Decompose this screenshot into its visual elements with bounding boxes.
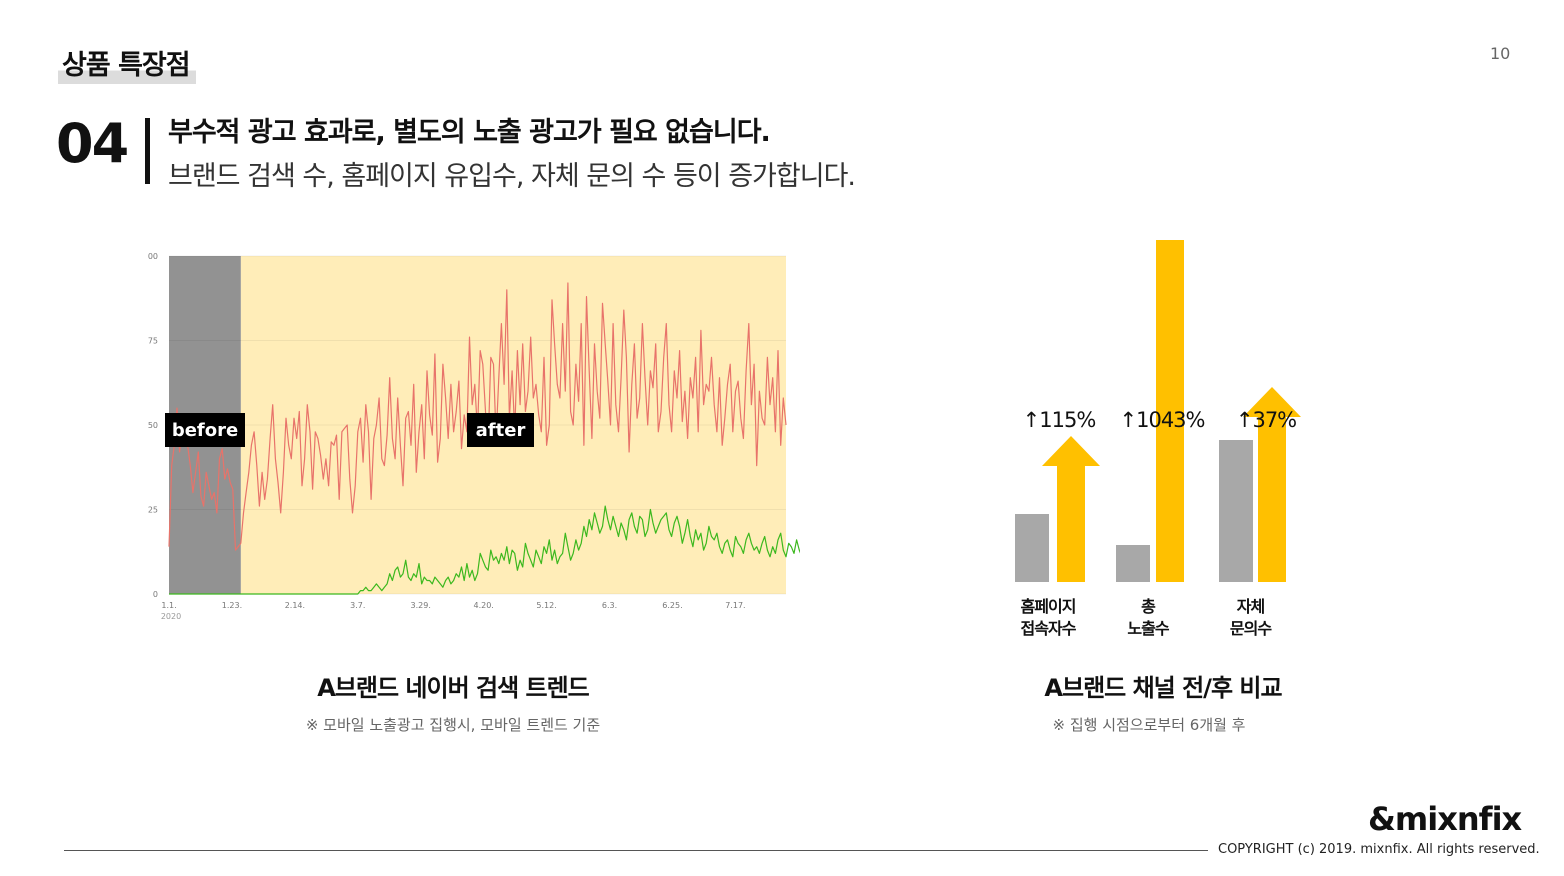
section-tag: 상품 특장점 — [58, 48, 196, 84]
trend-chart-note: ※ 모바일 노출광고 집행시, 모바일 트렌드 기준 — [305, 716, 601, 734]
after-arrow-bar — [1156, 240, 1184, 582]
page-number: 10 — [1490, 44, 1511, 63]
y-tick-label: 25 — [148, 506, 158, 515]
x-tick-label: 7.17. — [725, 601, 745, 610]
copyright-text: COPYRIGHT (c) 2019. mixnfix. All rights … — [1218, 842, 1540, 857]
x-tick-label: 5.12. — [536, 601, 556, 610]
compare-chart-note: ※ 집행 시점으로부터 6개월 후 — [1052, 716, 1246, 734]
x-tick-label: 1.23. — [222, 601, 242, 610]
before-bar — [1015, 514, 1049, 582]
x-tick-label: 1.1. — [161, 601, 176, 610]
compare-chart-title: A브랜드 채널 전/후 비교 — [1044, 674, 1282, 702]
point-number: 04 — [56, 112, 129, 175]
x-tick-label: 3.7. — [350, 601, 365, 610]
growth-label: ↑1043% — [1120, 408, 1205, 432]
mixnfix-logo: &mixnfix — [1368, 800, 1522, 838]
x-tick-label: 2.14. — [285, 601, 305, 610]
y-tick-label: 00 — [148, 252, 158, 261]
footer-divider — [64, 850, 1208, 851]
before-label: before — [172, 420, 238, 441]
after-arrow-bar — [1243, 387, 1301, 582]
growth-label: ↑115% — [1023, 408, 1096, 432]
x-tick-label: 4.20. — [473, 601, 493, 610]
category-label: 노출수 — [1127, 619, 1169, 638]
growth-label: ↑37% — [1236, 408, 1296, 432]
x-tick-label: 6.25. — [662, 601, 682, 610]
trend-chart-title: A브랜드 네이버 검색 트렌드 — [317, 674, 590, 702]
subline: 브랜드 검색 수, 홈페이지 유입수, 자체 문의 수 등이 증가합니다. — [168, 161, 856, 192]
after-arrow-bar — [1042, 436, 1100, 582]
before-bar — [1116, 545, 1150, 582]
x-year-label: 2020 — [161, 612, 181, 621]
y-tick-label: 0 — [153, 590, 158, 599]
y-tick-label: 50 — [148, 421, 158, 430]
title-divider — [145, 118, 150, 184]
category-label: 자체 — [1237, 597, 1265, 616]
x-tick-label: 3.29. — [411, 601, 431, 610]
category-label: 접속자수 — [1021, 619, 1077, 638]
search-trend-chart: 0 25 50 75 00 1.1. 1.23. 2.14. 3.7. 3.29. 4.20. 5.1… — [148, 252, 800, 621]
x-tick-label: 6.3. — [602, 601, 617, 610]
category-label: 홈페이지 — [1021, 597, 1076, 616]
headline: 부수적 광고 효과로, 별도의 노출 광고가 필요 없습니다. — [168, 117, 771, 148]
green-series-line — [169, 505, 800, 595]
after-label-box — [467, 413, 534, 447]
category-label: 총 — [1141, 597, 1156, 616]
after-label: after — [476, 420, 526, 441]
before-bar — [1219, 440, 1253, 582]
y-tick-label: 75 — [148, 337, 158, 346]
category-label: 문의수 — [1230, 619, 1272, 638]
before-label-box — [165, 413, 245, 447]
